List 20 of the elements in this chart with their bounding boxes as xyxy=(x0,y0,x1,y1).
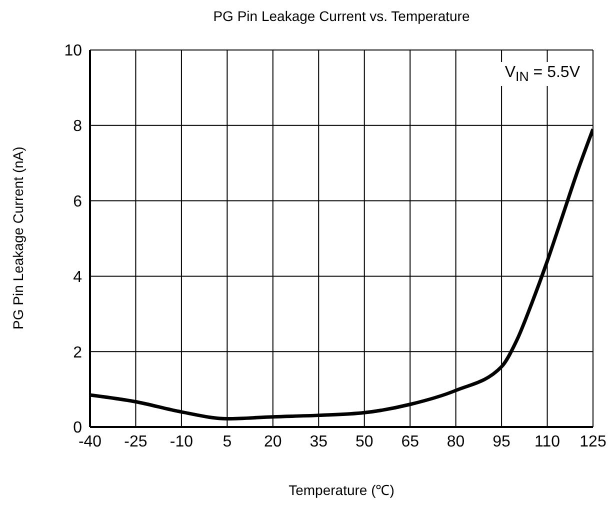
x-tick-label: -10 xyxy=(170,433,194,450)
x-tick-label: 5 xyxy=(222,433,232,450)
y-tick-label: 6 xyxy=(73,193,82,210)
x-tick-label: 110 xyxy=(534,433,560,450)
x-tick-label: 20 xyxy=(264,433,282,450)
x-tick-label: 35 xyxy=(310,433,328,450)
annotation: V$_{IN}$ = 5.5V xyxy=(500,62,584,86)
x-tick-label: 80 xyxy=(446,433,465,450)
x-tick-label: -25 xyxy=(124,433,148,450)
x-tick-label: 125 xyxy=(580,433,606,450)
x-tick-label: 95 xyxy=(492,433,511,450)
y-tick-label: 2 xyxy=(73,344,82,362)
y-tick-label: 4 xyxy=(73,268,82,286)
y-axis-title: PG Pin Leakage Current (nA) xyxy=(10,146,26,330)
y-tick-label: 10 xyxy=(64,42,82,60)
x-axis-title: Temperature (℃) xyxy=(288,481,396,499)
y-tick-label: 8 xyxy=(73,118,82,136)
chart-title: PG Pin Leakage Current vs. Temperature xyxy=(212,8,471,24)
x-tick-label: 65 xyxy=(401,433,420,450)
x-tick-label: 50 xyxy=(355,433,374,450)
